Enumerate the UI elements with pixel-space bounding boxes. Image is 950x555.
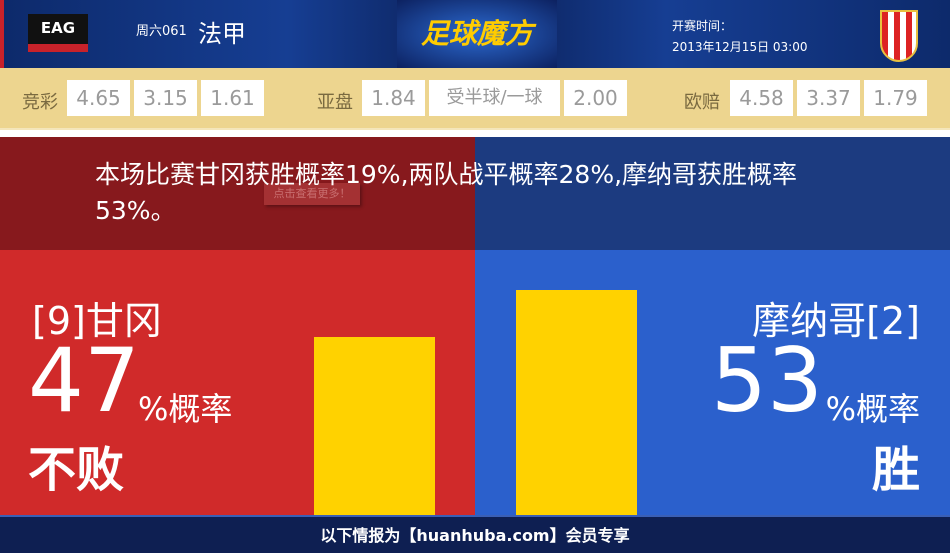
summary-text: 本场比赛甘冈获胜概率19%,两队战平概率28%,摩纳哥获胜概率53%。 bbox=[95, 160, 798, 225]
euro-draw-odds: 3.37 bbox=[797, 80, 860, 116]
member-footer[interactable]: 以下情报为【huanhuba.com】会员专享 bbox=[0, 515, 950, 553]
home-probability-bar bbox=[314, 337, 435, 515]
home-percent-label: %概率 bbox=[138, 390, 233, 428]
kickoff-time: 2013年12月15日 03:00 bbox=[672, 40, 808, 54]
euro-away-odds: 1.79 bbox=[864, 80, 927, 116]
match-header: EAG 周六061 法甲 足球魔方 开赛时间： 2013年12月15日 03:0… bbox=[0, 0, 950, 68]
away-percent: 53 bbox=[711, 329, 823, 432]
away-percent-label: %概率 bbox=[825, 390, 920, 428]
home-percent: 47 bbox=[28, 329, 140, 432]
probability-summary: 点击查看更多！ 本场比赛甘冈获胜概率19%,两队战平概率28%,摩纳哥获胜概率5… bbox=[0, 137, 950, 250]
euro-home-odds: 4.58 bbox=[730, 80, 793, 116]
home-team-name: [9]甘冈 bbox=[32, 299, 162, 343]
asian-home-odds: 1.84 bbox=[362, 80, 425, 116]
match-day: 周六061 bbox=[136, 24, 187, 39]
home-logo-text: EAG bbox=[40, 19, 76, 37]
jingcai-draw-odds: 3.15 bbox=[134, 80, 197, 116]
away-team-name: 摩纳哥[2] bbox=[752, 299, 920, 343]
jingcai-away-odds: 1.61 bbox=[201, 80, 264, 116]
jingcai-home-odds: 4.65 bbox=[67, 80, 130, 116]
brand-logo: 足球魔方 bbox=[397, 0, 557, 68]
away-team-logo bbox=[880, 10, 918, 62]
odds-bar: 竞彩 4.65 3.15 1.61 亚盘 1.84 受半球/一球 2.00 欧赔… bbox=[0, 68, 950, 130]
away-probability-bar bbox=[516, 290, 637, 515]
home-team-logo: EAG bbox=[28, 14, 88, 52]
home-result: 不败 bbox=[28, 442, 125, 498]
kickoff-label: 开赛时间： bbox=[672, 19, 733, 33]
jingcai-label: 竞彩 bbox=[22, 92, 58, 113]
more-button[interactable]: 点击查看更多！ bbox=[264, 183, 360, 205]
league-name: 法甲 bbox=[198, 20, 246, 48]
home-panel: [9]甘冈 47 %概率 不败 bbox=[0, 250, 475, 515]
away-panel: 摩纳哥[2] 53 %概率 胜 bbox=[475, 250, 950, 515]
asian-handicap: 受半球/一球 bbox=[429, 80, 560, 116]
asian-away-odds: 2.00 bbox=[564, 80, 627, 116]
away-result: 胜 bbox=[871, 442, 920, 498]
asian-label: 亚盘 bbox=[317, 92, 353, 113]
euro-label: 欧赔 bbox=[684, 92, 720, 113]
